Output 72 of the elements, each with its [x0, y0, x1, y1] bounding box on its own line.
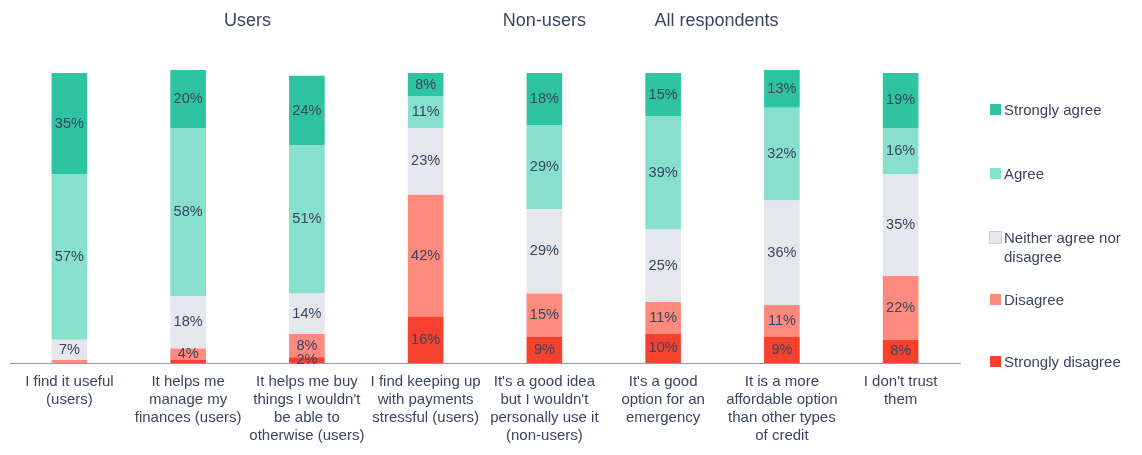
bar: [526, 125, 563, 210]
data-label: 15%: [648, 85, 678, 102]
bar: [882, 174, 919, 276]
data-label: 35%: [886, 216, 916, 233]
data-label: 4%: [177, 345, 199, 362]
bar: [170, 296, 206, 349]
text: All respondents: [654, 9, 779, 30]
data-label: 11%: [767, 311, 796, 328]
bar: [51, 72, 88, 175]
data-label: 29%: [529, 158, 559, 175]
bar: [645, 229, 681, 303]
x-tick-label: It's a good option for an emergency: [621, 372, 705, 426]
data-label: 35%: [54, 114, 84, 131]
data-label: 39%: [648, 163, 678, 180]
x-tick-label: It is a more affordable option than other types of credit: [726, 372, 838, 444]
data-label: 7%: [58, 340, 80, 357]
data-label: 14%: [292, 304, 322, 321]
data-label: 32%: [767, 145, 797, 162]
x-tick-label: I find keeping up with payments stressful (users): [370, 372, 481, 426]
legend-label: Neither agree nor disagree: [1004, 228, 1122, 266]
text: Non-users: [502, 9, 586, 30]
bar: [170, 70, 206, 129]
data-label: 22%: [886, 298, 916, 315]
x-tick-label: It's a good idea but I wouldn't personally use it (non-users): [490, 372, 600, 444]
data-label: 58%: [173, 203, 203, 220]
bar: [764, 107, 800, 201]
bar: [645, 116, 681, 230]
x-tick-label: It helps me manage my finances (users): [134, 372, 242, 426]
data-label: 36%: [767, 243, 797, 260]
bar: [882, 275, 919, 340]
data-label: 13%: [767, 79, 797, 96]
data-label: 8%: [296, 336, 318, 353]
data-label: 25%: [648, 256, 678, 273]
data-label: 9%: [533, 340, 555, 357]
data-label: 51%: [292, 210, 322, 227]
data-label: 10%: [648, 339, 678, 356]
data-label: 42%: [411, 246, 441, 263]
x-tick-label: It helps me buy things I wouldn't be able to otherwise (users): [249, 372, 365, 444]
bar: [289, 145, 325, 294]
bar: [407, 194, 444, 317]
bar: [526, 209, 563, 294]
legend-label: Disagree: [1004, 290, 1065, 309]
legend-label: Strongly agree: [1004, 100, 1102, 119]
data-label: 15%: [529, 306, 559, 323]
legend-label: Agree: [1004, 164, 1045, 183]
text: Users: [223, 9, 272, 30]
data-label: 9%: [771, 340, 793, 357]
bar: [170, 360, 206, 363]
data-label: 24%: [292, 101, 322, 118]
bar: [51, 174, 88, 340]
data-label: 23%: [411, 152, 441, 169]
x-tick-label: I don't trust them: [863, 372, 939, 408]
data-label: 57%: [54, 248, 84, 265]
data-label: 19%: [886, 91, 916, 108]
data-label: 20%: [173, 90, 203, 107]
data-label: 11%: [649, 309, 678, 326]
bar: [407, 128, 444, 195]
data-label: 8%: [415, 75, 437, 92]
data-label: 18%: [173, 313, 203, 330]
bar: [289, 75, 325, 146]
data-label: 16%: [411, 330, 441, 347]
data-label: 29%: [529, 242, 559, 259]
data-label: 11%: [411, 103, 440, 120]
data-label: 16%: [886, 142, 916, 159]
x-tick-label: I find it useful (users): [25, 372, 114, 408]
data-label: 8%: [890, 342, 912, 359]
bar: [51, 360, 88, 363]
data-label: 18%: [529, 90, 559, 107]
bar: [170, 128, 206, 297]
legend-label: Strongly disagree: [1004, 352, 1121, 371]
bar: [289, 293, 325, 334]
bar: [764, 200, 800, 305]
